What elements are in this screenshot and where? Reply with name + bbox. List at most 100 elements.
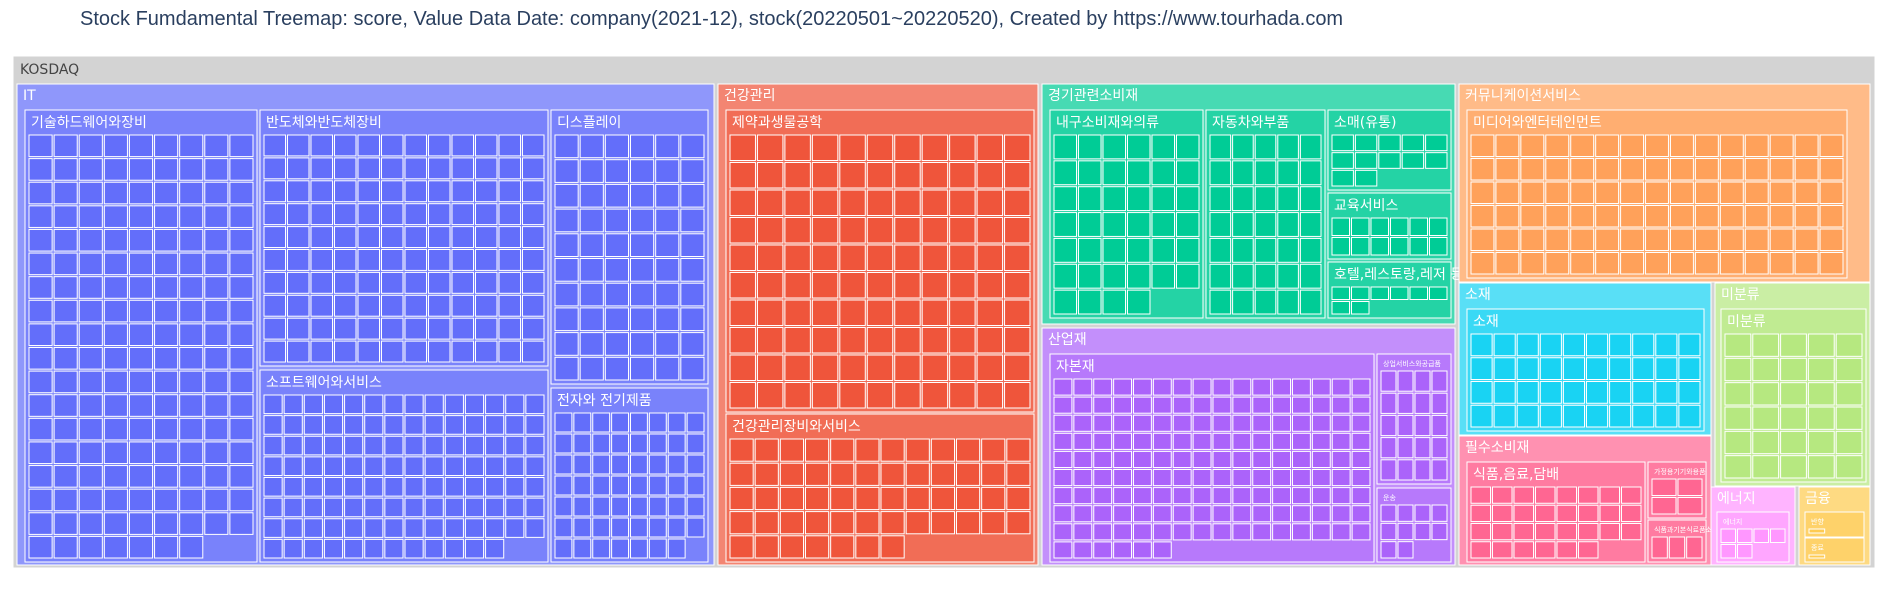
stock-tile	[805, 511, 830, 535]
stock-tile	[464, 477, 485, 497]
industry-label: 소매(유통)	[1334, 115, 1396, 131]
stock-tile	[573, 433, 592, 454]
stock-tile	[1724, 357, 1752, 382]
stock-tile	[53, 205, 78, 228]
stock-tile	[357, 203, 380, 226]
stock-tile	[1431, 504, 1448, 522]
stock-tile	[729, 217, 756, 244]
stock-tile	[1621, 504, 1642, 522]
stock-tile	[344, 435, 364, 456]
stock-tile	[103, 134, 128, 158]
stock-tile	[1232, 237, 1254, 263]
stock-tile	[1595, 158, 1620, 181]
stock-tile	[1351, 286, 1370, 300]
stock-tile	[1102, 212, 1126, 237]
stock-tile	[128, 465, 154, 488]
stock-tile	[1078, 263, 1102, 289]
stock-tile	[1311, 505, 1331, 523]
stock-tile	[554, 496, 573, 517]
stock-tile	[303, 394, 323, 415]
stock-tile	[344, 518, 364, 538]
stock-tile	[1780, 430, 1807, 455]
stock-tile	[1006, 438, 1031, 462]
stock-tile	[604, 282, 629, 307]
stock-tile	[53, 370, 78, 394]
stock-tile	[1351, 378, 1371, 396]
stock-tile	[179, 276, 204, 299]
stock-tile	[475, 340, 498, 363]
industry-label: 전자와 전기제품	[557, 393, 652, 409]
stock-tile	[779, 486, 804, 511]
stock-tile	[1004, 354, 1031, 381]
stock-tile	[283, 518, 303, 538]
stock-tile	[905, 486, 930, 511]
stock-tile	[1093, 541, 1113, 559]
sector-label: 미분류	[1721, 287, 1760, 303]
stock-tile	[1744, 181, 1769, 204]
stock-tile	[866, 327, 894, 354]
stock-tile	[428, 294, 451, 317]
stock-tile	[592, 496, 611, 517]
stock-tile	[1151, 186, 1175, 212]
stock-tile	[1209, 289, 1232, 315]
stock-tile	[949, 217, 976, 244]
stock-tile	[1331, 237, 1350, 256]
stock-tile	[554, 233, 579, 258]
stock-tile	[154, 323, 179, 346]
stock-tile	[949, 299, 976, 326]
stock-tile	[179, 488, 204, 512]
stock-tile	[505, 497, 525, 518]
stock-tile	[1254, 263, 1277, 289]
stock-tile	[404, 294, 427, 317]
stock-tile	[1212, 505, 1232, 523]
stock-tile	[1370, 286, 1389, 300]
stock-tile	[263, 271, 286, 294]
stock-tile	[1694, 252, 1719, 275]
stock-tile	[1780, 455, 1807, 479]
stock-tile	[1516, 404, 1539, 428]
stock-tile	[630, 496, 648, 517]
stock-tile	[1753, 528, 1769, 543]
stock-tile	[357, 317, 380, 340]
stock-tile	[1835, 430, 1863, 455]
stock-tile	[154, 488, 179, 512]
stock-tile	[53, 512, 78, 535]
stock-tile	[323, 497, 344, 518]
stock-tile	[1053, 186, 1077, 212]
stock-tile	[579, 282, 604, 307]
stock-tile	[1004, 134, 1031, 161]
stock-tile	[154, 417, 179, 441]
stock-tile	[1093, 378, 1113, 396]
stock-tile	[428, 271, 451, 294]
stock-tile	[404, 477, 424, 497]
stock-tile	[667, 517, 686, 538]
stock-tile	[1093, 469, 1113, 487]
stock-tile	[1133, 523, 1152, 541]
stock-tile	[1414, 522, 1431, 541]
stock-tile	[78, 299, 103, 323]
stock-tile	[1172, 505, 1192, 523]
stock-tile	[1586, 381, 1609, 404]
stock-tile	[303, 415, 323, 435]
stock-tile	[381, 180, 404, 203]
stock-tile	[1380, 522, 1397, 541]
stock-tile	[579, 183, 604, 208]
stock-tile	[880, 535, 905, 559]
stock-tile	[667, 496, 686, 517]
stock-tile	[894, 134, 921, 161]
stock-tile	[1252, 487, 1272, 505]
stock-tile	[1545, 205, 1570, 228]
stock-tile	[1409, 217, 1428, 236]
stock-tile	[475, 180, 498, 203]
stock-tile	[630, 332, 655, 356]
stock-tile	[344, 415, 364, 435]
stock-tile	[204, 228, 229, 252]
stock-tile	[1133, 469, 1152, 487]
stock-tile	[485, 497, 505, 518]
stock-tile	[1254, 212, 1277, 237]
stock-tile	[592, 412, 611, 433]
stock-tile	[1331, 414, 1351, 432]
stock-tile	[729, 462, 754, 486]
stock-tile	[1535, 523, 1556, 541]
stock-tile	[1378, 152, 1401, 169]
